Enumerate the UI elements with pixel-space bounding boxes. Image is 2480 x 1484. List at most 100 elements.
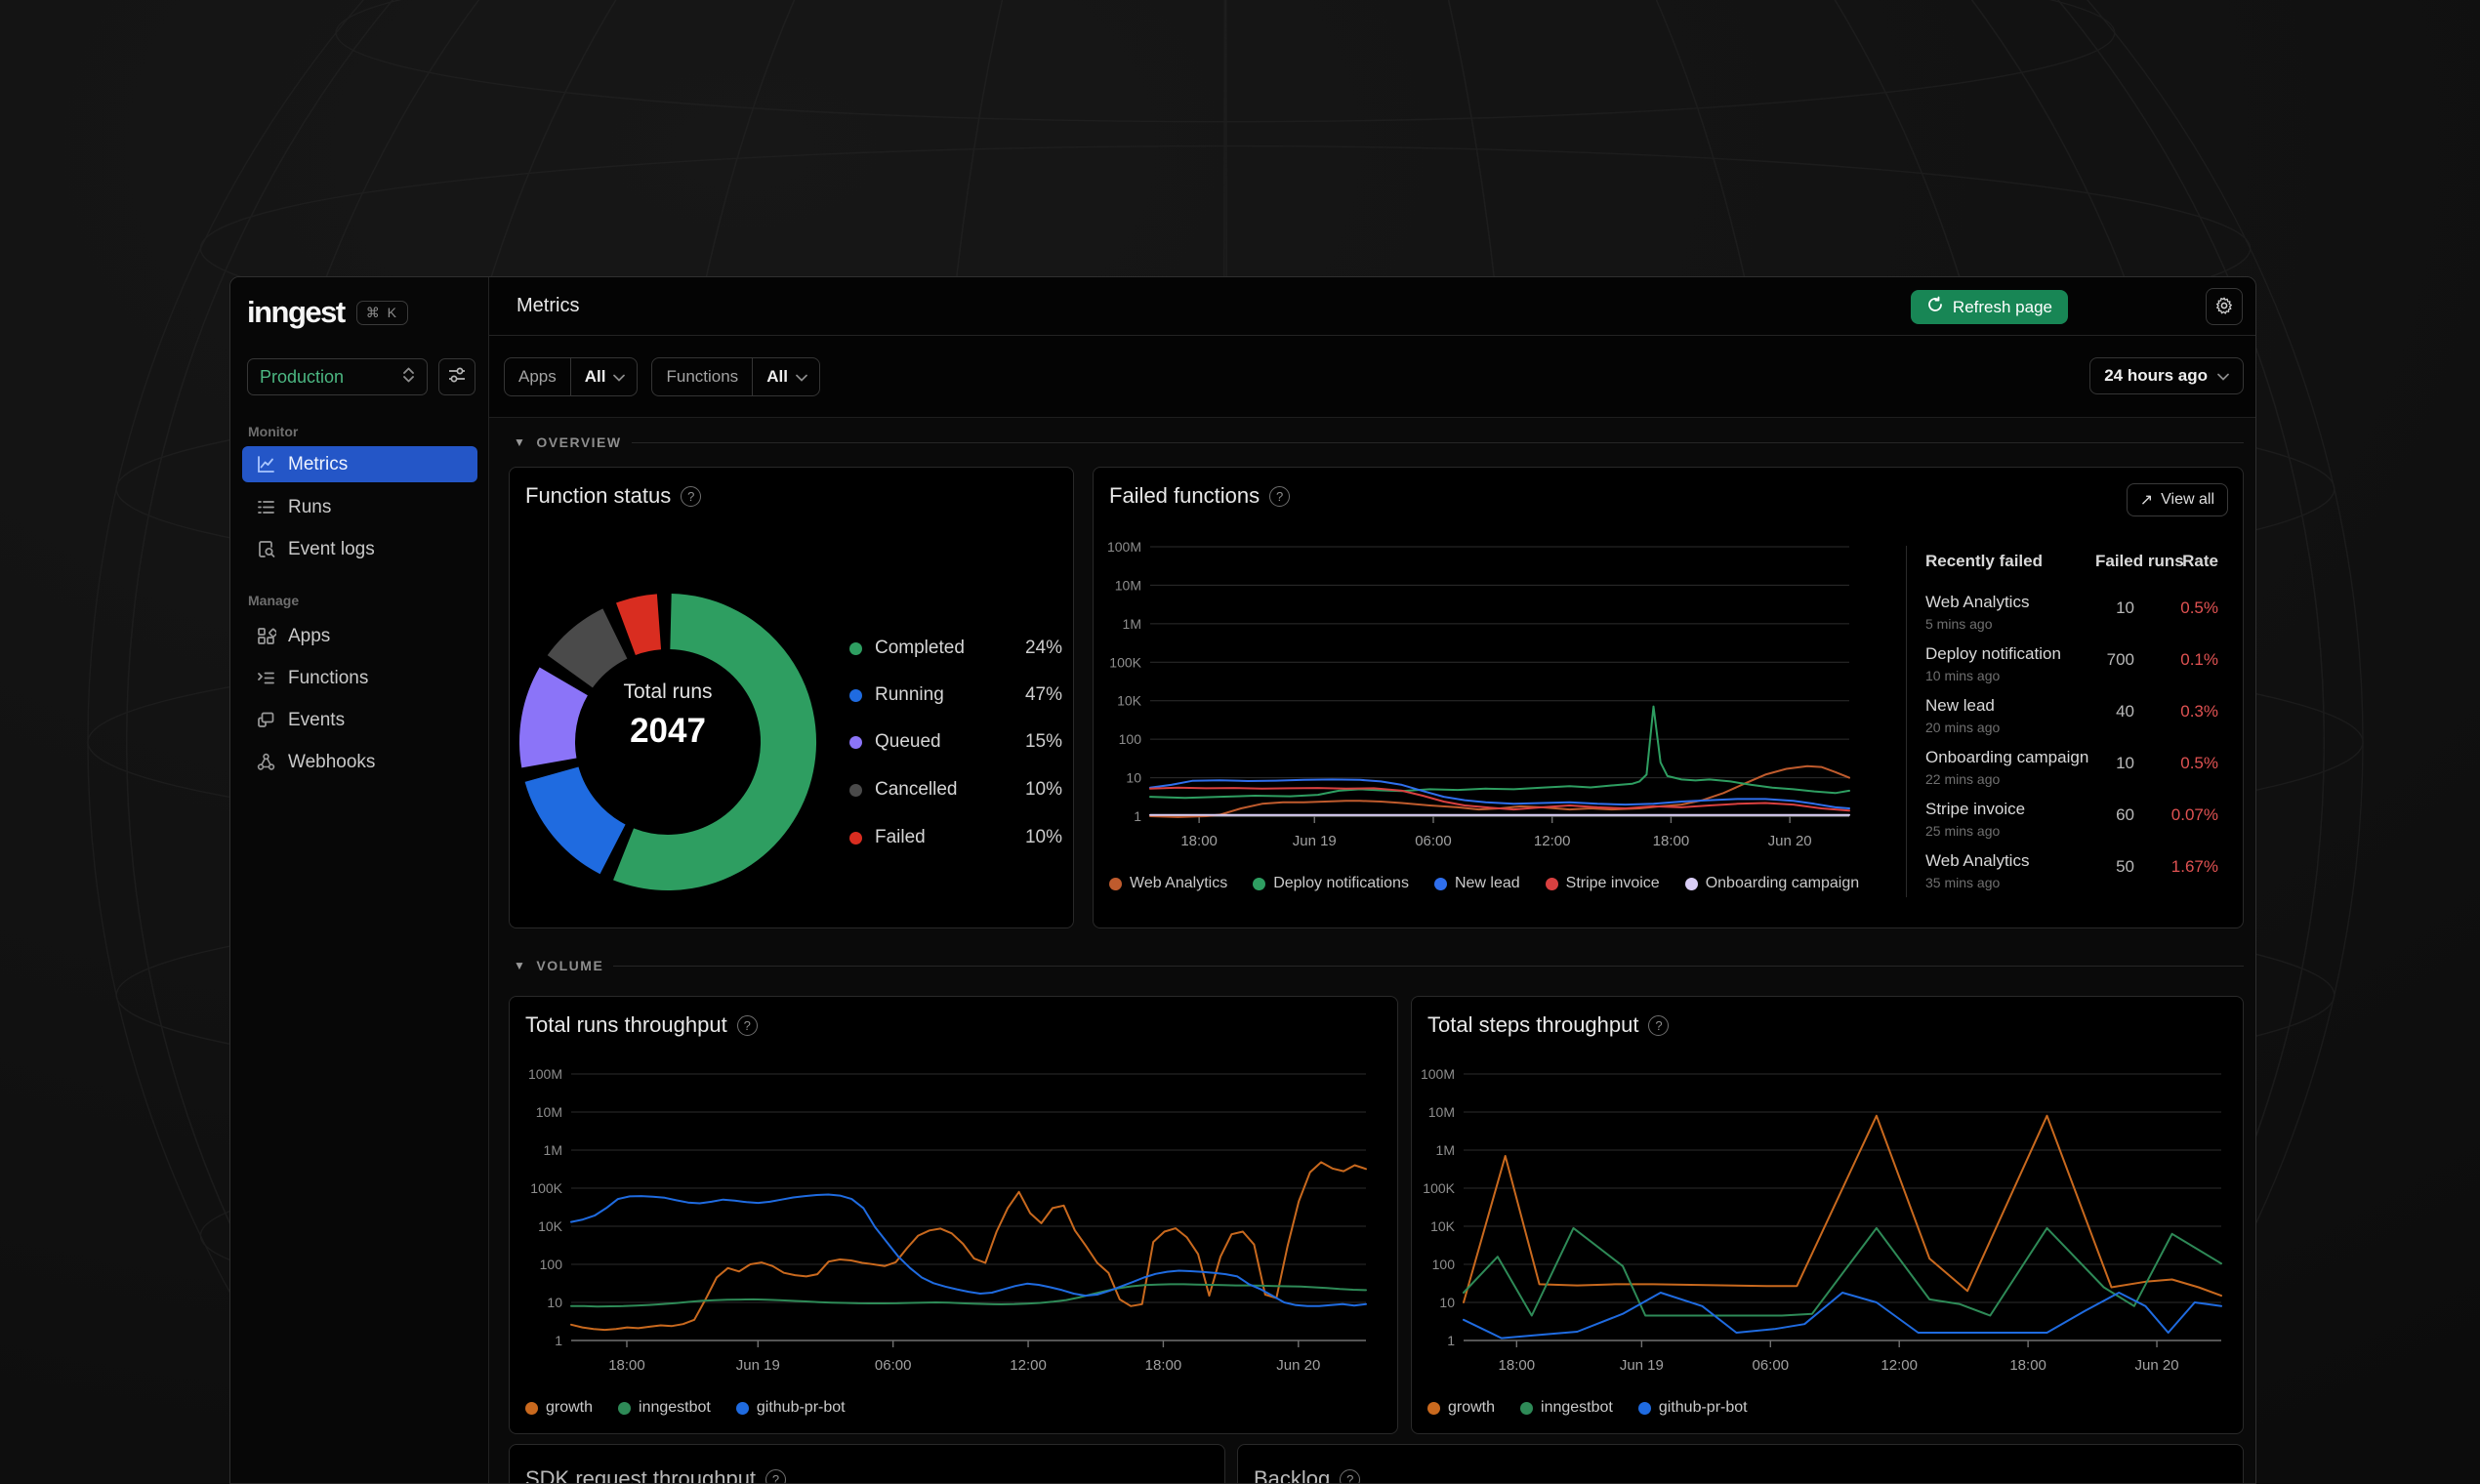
failed-row-runs: 10 <box>2116 598 2134 617</box>
functions-filter[interactable]: Functions All <box>651 357 820 396</box>
chevron-down-icon <box>2217 366 2229 386</box>
line-chart-icon <box>256 454 276 474</box>
total-steps-throughput-card: Total steps throughput ? 100M 10M 1M 100K 10… <box>1411 996 2244 1434</box>
column-header-recently-failed: Recently failed <box>1925 552 2043 570</box>
legend-value: 47% <box>1024 684 1062 705</box>
gear-icon <box>2214 296 2234 318</box>
webhooks-icon <box>256 752 276 772</box>
overview-section-header[interactable]: ▼ OVERVIEW <box>514 434 2244 450</box>
total-runs-label: Total runs <box>623 680 713 703</box>
svg-text:10: 10 <box>547 1295 562 1310</box>
donut-center: Total runs 2047 <box>590 680 746 751</box>
legend-dot <box>1109 877 1122 890</box>
help-icon[interactable]: ? <box>1340 1468 1361 1483</box>
updown-chevron-icon <box>402 366 415 389</box>
sidebar-item-label: Runs <box>288 496 332 517</box>
view-all-button[interactable]: ↗ View all <box>2126 483 2228 516</box>
total-runs-throughput-chart: 100M 10M 1M 100K 10K 100 10 1 18:00 Jun 19 06:00 12… <box>528 1066 1367 1374</box>
svg-text:06:00: 06:00 <box>875 1357 912 1374</box>
legend-item-completed: Completed 24% <box>849 638 1062 659</box>
time-range-select[interactable]: 24 hours ago <box>2089 357 2244 394</box>
legend-dot <box>1520 1401 1534 1415</box>
events-windows-icon <box>256 710 276 730</box>
failed-row-time: 25 mins ago <box>1925 823 2001 839</box>
filter-row: Apps All Functions All 24 hours ago <box>489 336 2255 418</box>
failed-row-name[interactable]: Deploy notification <box>1925 644 2061 663</box>
sidebar-item-label: Functions <box>288 667 369 688</box>
failed-row-time: 5 mins ago <box>1925 616 1993 632</box>
apps-filter-value: All <box>584 367 606 386</box>
volume-section-header[interactable]: ▼ VOLUME <box>514 958 2244 973</box>
svg-text:10K: 10K <box>538 1218 563 1234</box>
sidebar-item-event-logs[interactable]: Event logs <box>242 531 477 567</box>
sdk-request-throughput-title: SDK request throughput <box>525 1466 757 1484</box>
legend-dot <box>849 641 862 655</box>
legend-dot <box>1433 877 1447 890</box>
svg-text:18:00: 18:00 <box>1180 833 1218 849</box>
topbar: Metrics Refresh page <box>489 277 2255 336</box>
functions-list-icon <box>256 668 276 688</box>
help-icon[interactable]: ? <box>1648 1014 1670 1036</box>
collapse-triangle-icon: ▼ <box>514 435 527 449</box>
failed-row-rate: 0.5% <box>2180 754 2218 772</box>
svg-text:10: 10 <box>1126 770 1141 786</box>
failed-row-runs: 40 <box>2116 702 2134 721</box>
legend-value: 10% <box>1024 827 1062 847</box>
total-runs-legend: growth inngestbot github-pr-bot <box>525 1399 846 1417</box>
card-divider <box>1906 546 1907 897</box>
failed-row-rate: 1.67% <box>2170 857 2218 876</box>
sidebar-item-apps[interactable]: Apps <box>242 618 477 654</box>
svg-text:12:00: 12:00 <box>1881 1357 1918 1374</box>
legend-item-cancelled: Cancelled 10% <box>849 779 1062 801</box>
legend-label: Completed <box>875 638 965 658</box>
total-runs-throughput-title: Total runs throughput <box>525 1012 727 1037</box>
help-icon[interactable]: ? <box>1269 485 1291 507</box>
sidebar-item-runs[interactable]: Runs <box>242 489 477 525</box>
failed-row-name[interactable]: Stripe invoice <box>1925 800 2026 818</box>
view-all-label: View all <box>2161 491 2214 508</box>
total-runs-throughput-card: Total runs throughput ? 100M 10M 1M 100K 10K… <box>509 996 1398 1434</box>
help-icon[interactable]: ? <box>736 1014 758 1036</box>
legend-item-queued: Queued 15% <box>849 731 1062 753</box>
help-icon[interactable]: ? <box>765 1468 787 1483</box>
failed-row-time: 22 mins ago <box>1925 771 2001 787</box>
failed-row-name[interactable]: Web Analytics <box>1925 851 2030 870</box>
total-steps-throughput-title: Total steps throughput <box>1427 1012 1639 1037</box>
legend-label: Running <box>875 684 944 705</box>
svg-text:06:00: 06:00 <box>1753 1357 1790 1374</box>
svg-text:100K: 100K <box>1423 1180 1455 1196</box>
legend-label: Cancelled <box>875 779 958 800</box>
svg-text:18:00: 18:00 <box>2009 1357 2046 1374</box>
inngest-logo: inngest <box>247 295 346 329</box>
failed-row-time: 10 mins ago <box>1925 668 2001 683</box>
failed-row-name[interactable]: New lead <box>1925 696 1995 715</box>
svg-text:18:00: 18:00 <box>1653 833 1690 849</box>
help-icon[interactable]: ? <box>681 485 702 507</box>
svg-text:10K: 10K <box>1117 693 1142 709</box>
settings-button[interactable] <box>2206 288 2243 325</box>
legend-dot <box>525 1401 538 1415</box>
legend-dot <box>618 1401 632 1415</box>
sidebar-item-events[interactable]: Events <box>242 702 477 738</box>
failed-row-name[interactable]: Onboarding campaign <box>1925 748 2089 766</box>
sidebar-item-webhooks[interactable]: Webhooks <box>242 744 477 780</box>
failed-row-rate: 0.5% <box>2180 598 2218 617</box>
section-rule <box>631 441 2244 443</box>
refresh-page-button[interactable]: Refresh page <box>1910 290 2068 324</box>
svg-text:1: 1 <box>1447 1333 1455 1348</box>
total-steps-throughput-chart: 100M 10M 1M 100K 10K 100 10 1 18:00 Jun 19 06:00 12… <box>1421 1066 2222 1374</box>
svg-text:100M: 100M <box>1421 1066 1455 1082</box>
sidebar-item-metrics[interactable]: Metrics <box>242 446 477 482</box>
command-k-shortcut-badge[interactable]: ⌘ K <box>355 300 408 325</box>
failed-row-name[interactable]: Web Analytics <box>1925 593 2030 611</box>
legend-dot <box>1637 1401 1651 1415</box>
failed-row-runs: 60 <box>2116 805 2134 824</box>
environment-select[interactable]: Production <box>247 358 428 395</box>
sidebar-item-functions[interactable]: Functions <box>242 660 477 696</box>
apps-filter[interactable]: Apps All <box>504 357 639 396</box>
environment-filter-button[interactable] <box>438 358 475 395</box>
legend-label: New lead <box>1454 875 1520 891</box>
svg-text:Jun 20: Jun 20 <box>2135 1357 2179 1374</box>
legend-label: Failed <box>875 827 926 847</box>
section-rule <box>613 965 2244 967</box>
